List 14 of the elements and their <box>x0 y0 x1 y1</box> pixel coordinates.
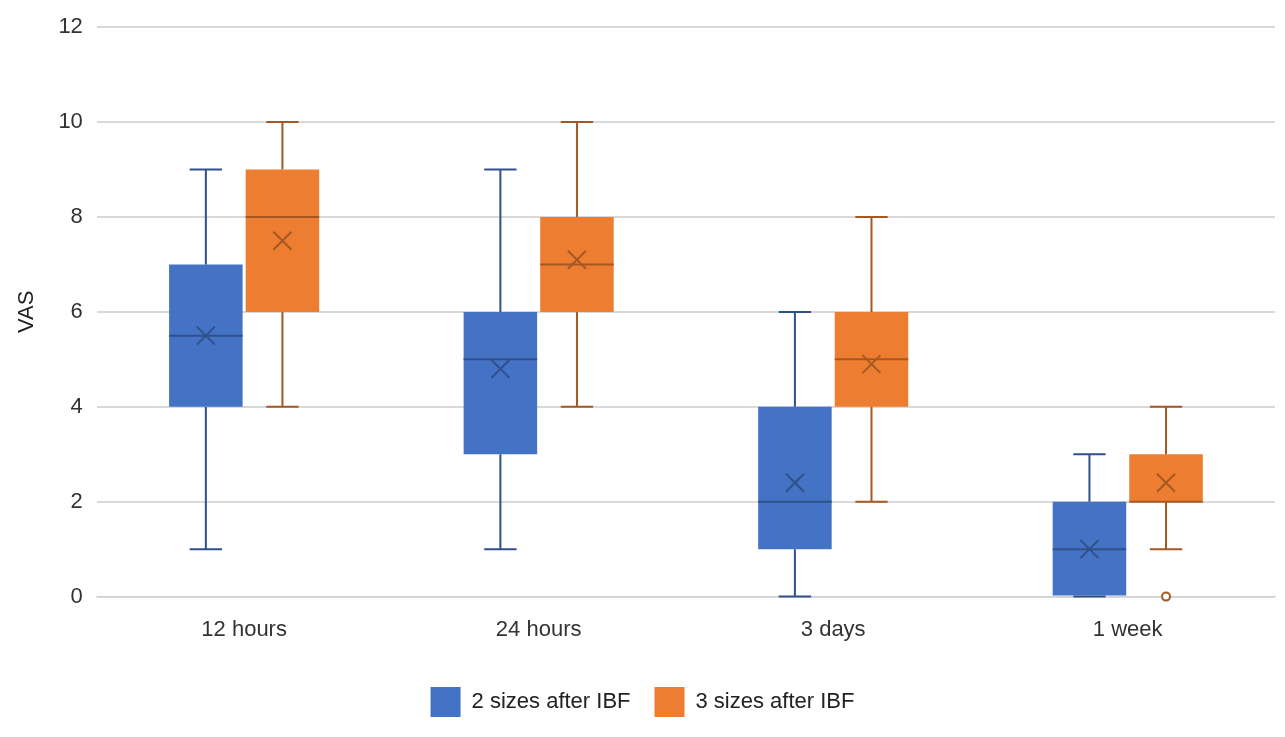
legend-label: 3 sizes after IBF <box>695 688 855 714</box>
y-tick-label: 0 <box>70 582 83 608</box>
y-axis-title: VAS <box>13 290 39 334</box>
x-tick-label: 24 hours <box>495 615 582 641</box>
x-tick-label: 12 hours <box>201 615 287 641</box>
y-tick-label: 2 <box>70 487 83 513</box>
legend-label: 2 sizes after IBF <box>471 688 631 714</box>
x-tick-label: 3 days <box>800 615 866 641</box>
y-tick-label: 6 <box>70 297 83 323</box>
y-tick-label: 8 <box>70 203 83 229</box>
y-tick-label: 4 <box>70 392 83 418</box>
x-tick-label: 1 week <box>1092 615 1164 641</box>
y-tick-label: 12 <box>58 13 83 39</box>
y-tick-label: 10 <box>58 108 83 134</box>
